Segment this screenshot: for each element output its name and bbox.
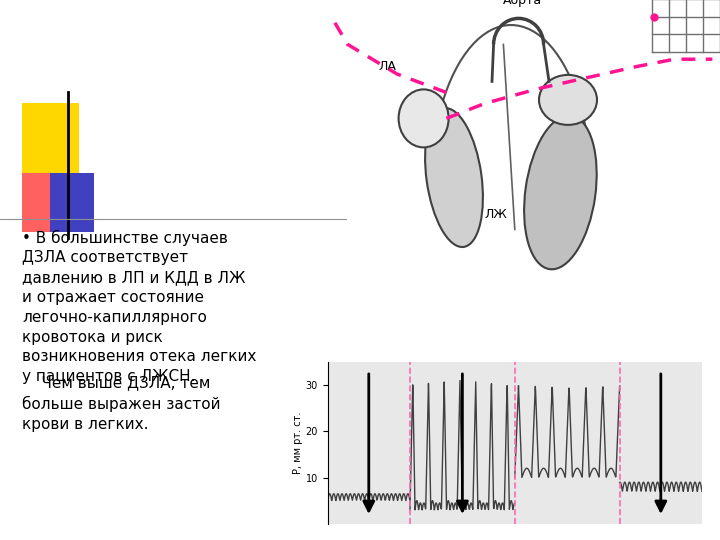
Text: ЛЖ: ЛЖ: [485, 208, 507, 221]
Text: ЛЖ: ЛЖ: [572, 149, 595, 162]
Ellipse shape: [524, 116, 597, 269]
Bar: [22, 103, 79, 173]
Ellipse shape: [399, 90, 449, 147]
Text: ЛП: ЛП: [575, 86, 594, 99]
Text: ЛА: ЛА: [378, 60, 396, 73]
Ellipse shape: [425, 108, 483, 247]
Ellipse shape: [539, 75, 597, 125]
Text: ПП: ПП: [423, 116, 442, 129]
Text: Чем выше ДЗЛА, тем
больше выражен застой
крови в легких.: Чем выше ДЗЛА, тем больше выражен застой…: [22, 375, 220, 431]
Bar: [50, 173, 94, 232]
Text: • В большинстве случаев
ДЗЛА соответствует
давлению в ЛП и КДД в ЛЖ
и отражает с: • В большинстве случаев ДЗЛА соответству…: [22, 230, 256, 384]
Bar: [22, 173, 65, 232]
Y-axis label: P, мм рт. ст.: P, мм рт. ст.: [293, 411, 302, 474]
Text: Аорта: Аорта: [503, 0, 543, 8]
